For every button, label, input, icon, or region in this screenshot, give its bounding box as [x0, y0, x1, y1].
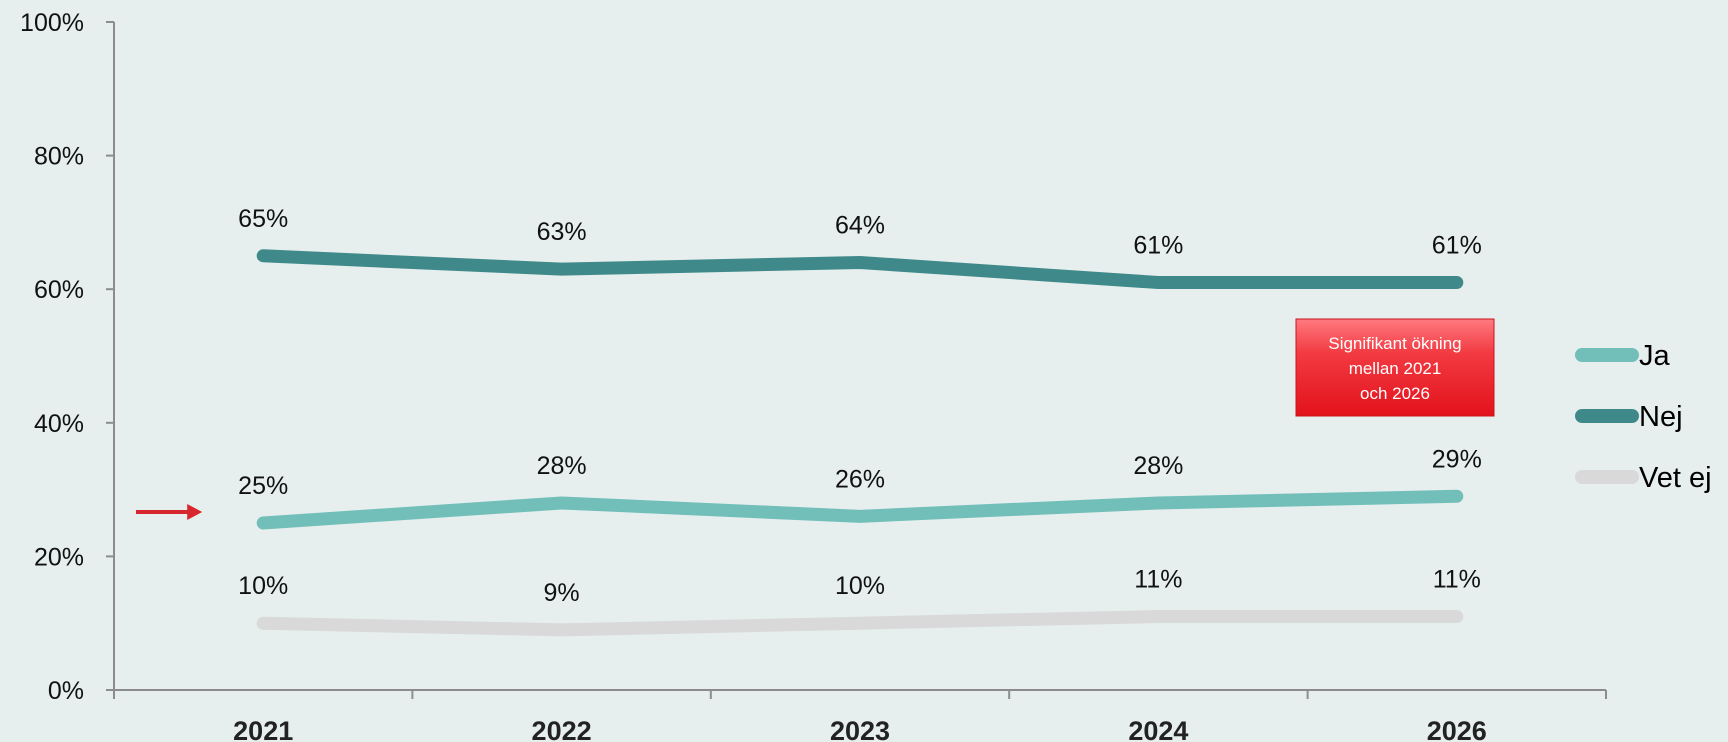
annotation-arrow: [136, 504, 203, 520]
x-tick-label: 2022: [532, 716, 592, 742]
data-label-nej: 63%: [537, 218, 587, 246]
series-line-ja: [256, 489, 1464, 530]
arrow-head: [187, 504, 203, 520]
x-tick-label: 2024: [1128, 716, 1188, 742]
data-label-ja: 28%: [1133, 452, 1183, 480]
series-layer: [256, 249, 1464, 637]
series-line-nej: [256, 249, 1464, 290]
x-tick-label: 2026: [1427, 716, 1487, 742]
y-tick-label: 20%: [34, 543, 84, 571]
data-label-nej: 61%: [1432, 232, 1482, 260]
data-label-vet-ej: 9%: [544, 579, 580, 607]
data-label-vet-ej: 10%: [835, 572, 885, 600]
data-label-ja: 26%: [835, 465, 885, 493]
x-tick-label: 2021: [233, 716, 293, 742]
y-tick-label: 80%: [34, 143, 84, 171]
legend: Ja Nej Vet ej: [1575, 340, 1712, 494]
data-label-ja: 25%: [238, 472, 288, 500]
series-line-vet-ej: [256, 610, 1464, 637]
data-label-ja: 28%: [537, 452, 587, 480]
annotation-box: Signifikant ökning mellan 2021 och 2026: [1295, 318, 1495, 417]
annotation-line-3: och 2026: [1360, 384, 1430, 403]
y-tick-label: 60%: [34, 276, 84, 304]
annotation-line-1: Signifikant ökning: [1328, 334, 1461, 353]
data-label-nej: 61%: [1133, 232, 1183, 260]
data-label-nej: 64%: [835, 211, 885, 239]
y-tick-label: 100%: [20, 9, 84, 37]
legend-label-nej: Nej: [1639, 401, 1683, 433]
data-labels: 25% 28% 26% 28% 29% 65% 63% 64% 61% 61% 10% 9% 10% 11…: [238, 205, 1482, 607]
y-tick-label: 40%: [34, 410, 84, 438]
data-label-vet-ej: 11%: [1134, 566, 1182, 594]
y-tick-label: 0%: [48, 677, 84, 705]
data-label-ja: 29%: [1432, 445, 1482, 473]
legend-label-ja: Ja: [1639, 340, 1671, 372]
annotation-background: [1295, 318, 1495, 417]
x-tick-label: 2023: [830, 716, 890, 742]
data-label-vet-ej: 11%: [1433, 566, 1481, 594]
data-label-nej: 65%: [238, 205, 288, 233]
axes: 0% 20% 40% 60% 80% 100% 2021 2022 2023 2024 2026: [20, 9, 1607, 742]
data-label-vet-ej: 10%: [238, 572, 288, 600]
legend-label-vet-ej: Vet ej: [1639, 462, 1712, 494]
annotation-line-2: mellan 2021: [1349, 359, 1442, 378]
